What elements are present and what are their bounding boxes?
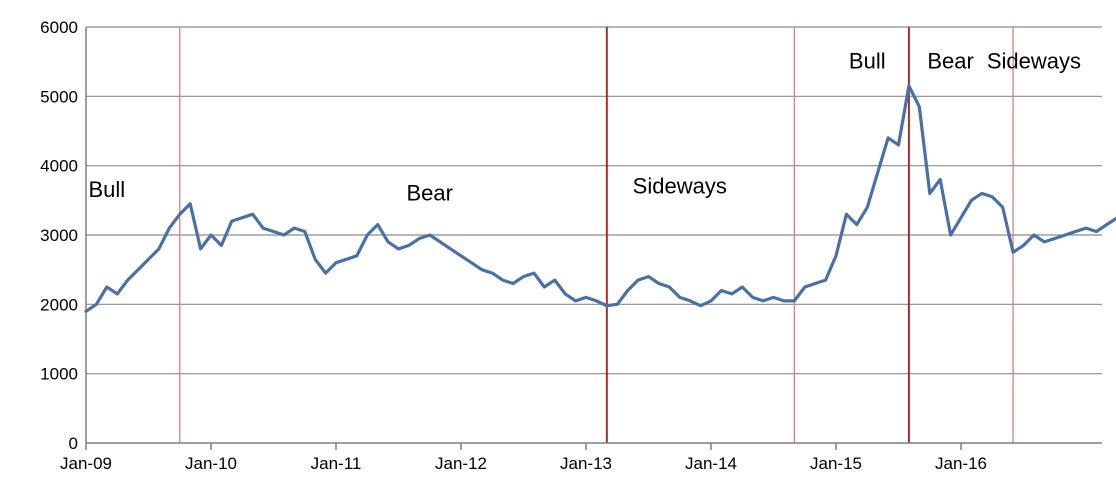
regime-label: Bear: [407, 180, 453, 205]
x-tick-label: Jan-15: [810, 454, 862, 473]
regime-label: Bear: [927, 49, 973, 74]
axes: [85, 27, 1102, 450]
regime-label: Bull: [88, 177, 125, 202]
y-tick-label: 3000: [40, 226, 78, 245]
labels: 0 1000 2000 3000 4000 5000 6000 Jan-09 Jan-10 Jan…: [40, 18, 1081, 473]
x-tick-label: Jan-09: [60, 454, 112, 473]
y-tick-label: 5000: [40, 87, 78, 106]
regime-label: Sideways: [633, 173, 727, 198]
y-tick-label: 1000: [40, 365, 78, 384]
y-tick-label: 6000: [40, 18, 78, 37]
x-tick-label: Jan-11: [311, 454, 362, 473]
x-tick-label: Jan-10: [185, 454, 237, 473]
y-tick-label: 4000: [40, 157, 78, 176]
y-tick-label: 0: [69, 434, 78, 453]
regime-label: Sideways: [987, 49, 1081, 74]
x-tick-label: Jan-16: [935, 454, 987, 473]
x-tick-label: Jan-14: [685, 454, 737, 473]
regime-label: Bull: [849, 49, 886, 74]
series-line-1: [84, 84, 1116, 313]
regime-dividers: [179, 27, 1014, 443]
x-tick-label: Jan-13: [560, 454, 612, 473]
x-tick-label: Jan-12: [435, 454, 487, 473]
gridlines: [86, 26, 1102, 375]
series-layer: [84, 84, 1116, 313]
y-tick-label: 2000: [40, 295, 78, 314]
